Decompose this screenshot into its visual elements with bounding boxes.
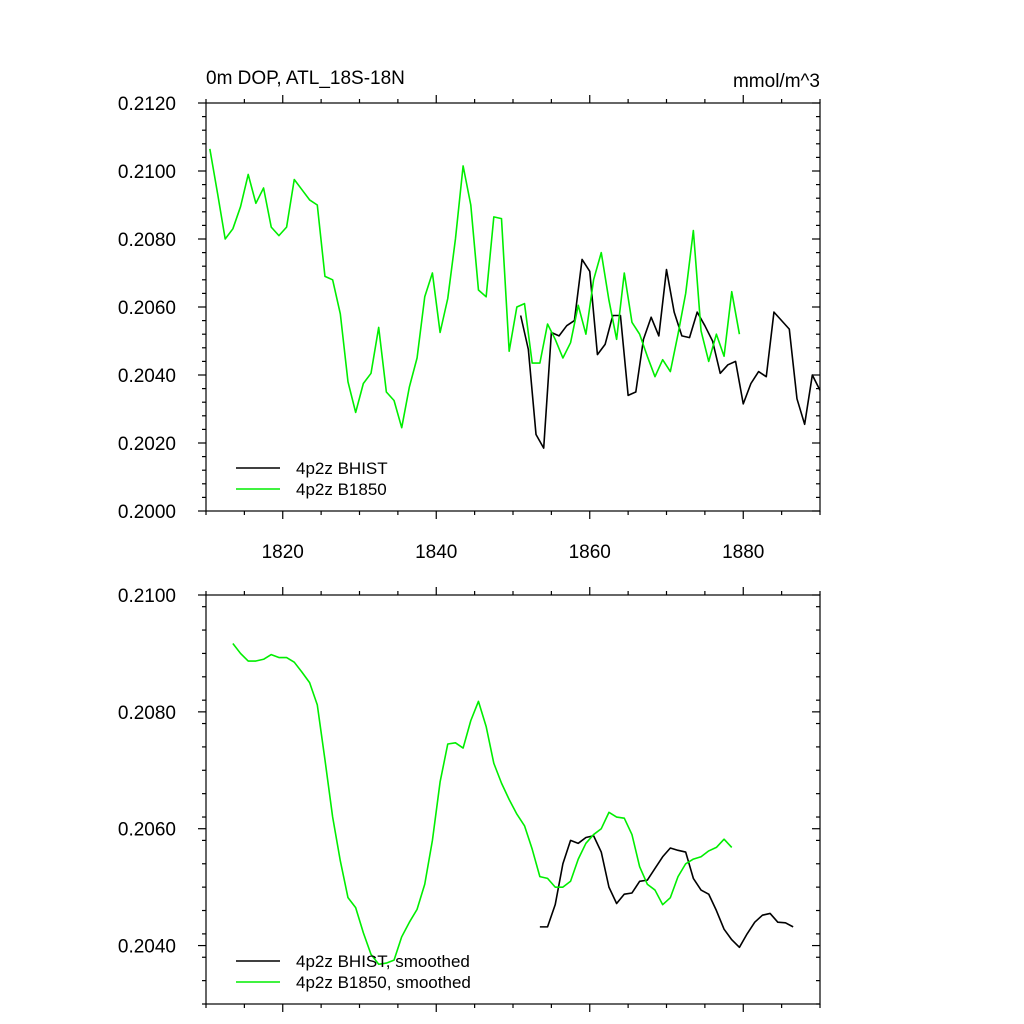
bottom-y-tick-label: 0.2060: [118, 820, 176, 841]
top-y-tick-label: 0.2120: [118, 94, 176, 115]
top-legend-label-b1850: 4p2z B1850: [296, 480, 387, 499]
top-y-tick-labels: 0.2000 0.2020 0.2040 0.2060 0.2080 0.2100 0.21…: [118, 94, 176, 523]
top-y-tick-label: 0.2020: [118, 434, 176, 455]
bottom-series-line-b1850: [232, 643, 733, 966]
top-tick-marks: [198, 95, 821, 519]
bottom-legend-label-bhist: 4p2z BHIST, smoothed: [296, 952, 470, 971]
bottom-y-tick-label: 0.2100: [118, 586, 176, 607]
top-y-tick-label: 0.2060: [118, 298, 176, 319]
top-title: 0m DOP, ATL_18S-18N: [206, 68, 405, 89]
top-y-tick-label: 0.2100: [118, 162, 176, 183]
bottom-legend: 4p2z BHIST, smoothed 4p2z B1850, smoothe…: [236, 952, 471, 992]
top-x-tick-label: 1860: [569, 542, 611, 563]
top-legend-label-bhist: 4p2z BHIST: [296, 459, 388, 478]
bottom-y-tick-label: 0.2080: [118, 703, 176, 724]
top-x-tick-labels: 1820 1840 1860 1880: [262, 542, 765, 563]
top-x-tick-label: 1880: [722, 542, 764, 563]
bottom-y-tick-labels: 0.2040 0.2060 0.2080 0.2100: [118, 586, 176, 958]
bottom-panel: 0.2040 0.2060 0.2080 0.2100 4p2z BHIST, smo…: [118, 586, 821, 1012]
bottom-y-tick-label: 0.2040: [118, 937, 176, 958]
bottom-tick-marks: [198, 587, 821, 1012]
top-x-tick-label: 1820: [262, 542, 304, 563]
bottom-legend-label-b1850: 4p2z B1850, smoothed: [296, 973, 471, 992]
top-y-tick-label: 0.2040: [118, 366, 176, 387]
top-plot-frame: [205, 102, 821, 512]
top-series-line-b1850: [209, 148, 741, 429]
bottom-series-lines: [232, 643, 794, 966]
top-y-tick-label: 0.2000: [118, 502, 176, 523]
top-units: mmol/m^3: [733, 71, 820, 92]
top-panel: 0m DOP, ATL_18S-18N mmol/m^3 0.2000 0.202…: [118, 68, 821, 563]
top-series-lines: [209, 148, 821, 449]
top-legend: 4p2z BHIST 4p2z B1850: [236, 459, 388, 499]
top-x-tick-label: 1840: [415, 542, 457, 563]
top-series-line-bhist: [519, 258, 821, 449]
bottom-plot-frame: [205, 594, 821, 1005]
bottom-series-line-bhist: [539, 834, 794, 949]
top-y-tick-label: 0.2080: [118, 230, 176, 251]
